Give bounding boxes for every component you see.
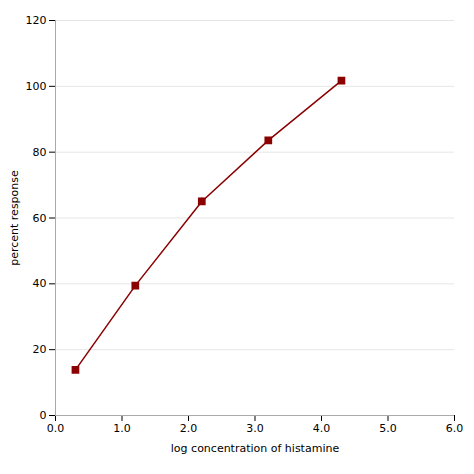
svg-text:3.0: 3.0 <box>246 422 264 435</box>
svg-text:40: 40 <box>33 277 47 290</box>
svg-text:4.0: 4.0 <box>313 422 331 435</box>
svg-text:120: 120 <box>26 14 47 27</box>
svg-text:2.0: 2.0 <box>180 422 198 435</box>
svg-text:percent response: percent response <box>8 170 21 266</box>
svg-text:60: 60 <box>33 212 47 225</box>
svg-text:log concentration of histamine: log concentration of histamine <box>171 442 340 455</box>
svg-text:20: 20 <box>33 343 47 356</box>
svg-text:6.0: 6.0 <box>446 422 464 435</box>
svg-text:80: 80 <box>33 146 47 159</box>
svg-text:0.0: 0.0 <box>47 422 65 435</box>
svg-text:5.0: 5.0 <box>379 422 397 435</box>
svg-text:100: 100 <box>26 80 47 93</box>
svg-text:0: 0 <box>40 409 47 422</box>
svg-text:1.0: 1.0 <box>113 422 131 435</box>
